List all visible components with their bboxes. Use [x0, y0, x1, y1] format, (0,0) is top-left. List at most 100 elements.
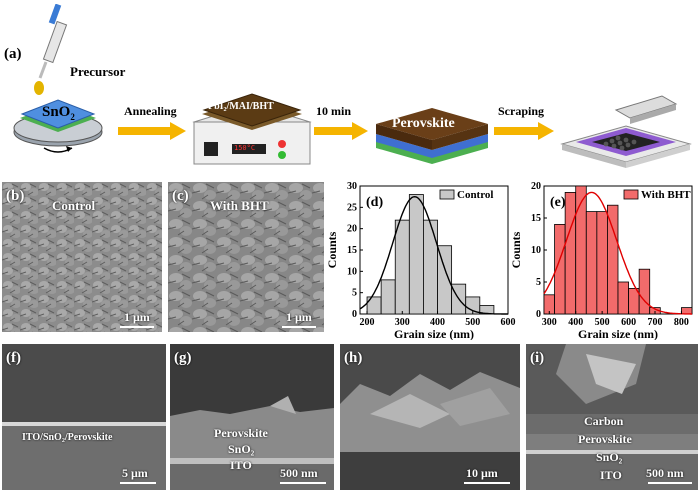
x-tick-label: 600 [501, 317, 516, 328]
layer-label-stack: ITO/SnO₂/Perovskite [22, 432, 113, 443]
panel-label: (e) [550, 195, 566, 210]
legend-label: With BHT [641, 189, 691, 201]
panel-label-g: (g) [174, 350, 192, 366]
histogram-bar [437, 245, 453, 315]
histogram-bar [585, 211, 598, 315]
legend-swatch [623, 189, 639, 200]
scale-label: 10 μm [466, 466, 498, 480]
y-axis-label: Counts [510, 231, 523, 268]
layer-label-sno2: SnO₂ [596, 450, 623, 464]
histogram-control: 200 300 400 500 600 0 5 10 15 20 25 30 Grain size (n… [326, 181, 516, 340]
panel-label: (d) [366, 195, 383, 210]
histogram-bar [408, 194, 424, 315]
y-tick-label: 20 [531, 181, 541, 192]
sem-cross-g: (g) Perovskite SnO₂ ITO 500 nm [170, 344, 334, 490]
y-tick-label: 30 [347, 181, 357, 192]
pipette-icon [34, 4, 68, 95]
x-axis-label: Grain size (nm) [578, 327, 658, 340]
legend-swatch [439, 189, 455, 200]
scale-bar [282, 326, 316, 328]
sem-cross-f: (f) ITO/SnO₂/Perovskite 5 μm [2, 344, 166, 490]
histogram-bar [607, 204, 619, 315]
histogram-bar [617, 281, 629, 315]
scale-bar [280, 482, 326, 484]
x-axis-label: Grain size (nm) [394, 327, 474, 340]
scale-label: 1 μm [286, 310, 312, 324]
step-annealing-label: Annealing [124, 104, 177, 118]
histogram-bar [394, 219, 410, 315]
scale-label: 500 nm [646, 466, 684, 480]
scale-bar [648, 482, 692, 484]
x-tick-label: 600 [621, 317, 636, 328]
histogram-bht: 300 400 500 600 700 800 0 5 10 15 20 Grain size (nm… [510, 181, 693, 340]
arrow-10min-icon [314, 122, 368, 140]
layer-label-sno2: SnO₂ [228, 442, 255, 456]
scraped-device-icon [560, 95, 692, 168]
step-10min-label: 10 min [316, 104, 352, 118]
fit-curve [543, 191, 692, 315]
substrate-label: SnO2 [42, 104, 75, 122]
panel-label-h: (h) [344, 350, 363, 366]
fit-curve [359, 195, 508, 315]
precursor-label: Precursor [70, 64, 126, 79]
y-tick-label: 0 [352, 309, 357, 320]
y-tick-label: 0 [536, 309, 541, 320]
y-tick-label: 10 [347, 266, 357, 277]
x-tick-label: 500 [465, 317, 480, 328]
y-tick-label: 15 [531, 213, 541, 224]
scale-bar [120, 482, 156, 484]
legend-label: Control [457, 189, 493, 201]
x-tick-label: 500 [595, 317, 610, 328]
histogram-bar [564, 191, 577, 315]
y-tick-label: 5 [536, 277, 541, 288]
y-tick-label: 10 [531, 245, 541, 256]
layer-label-ito: ITO [230, 458, 252, 472]
sem-cross-h: (h) 10 μm [340, 344, 520, 490]
histogram-bar [575, 185, 587, 315]
panel-label-b: (b) [6, 188, 25, 204]
sem-cross-g-image [170, 344, 334, 490]
perovskite-label: Perovskite [392, 116, 455, 131]
layer-label-ito: ITO [600, 468, 622, 482]
layer-label-perovskite: Perovskite [578, 432, 632, 446]
x-tick-label: 700 [648, 317, 663, 328]
sem-top-control-image [2, 182, 162, 332]
hotplate-display: 150°C [234, 144, 256, 152]
perovskite-stack-icon [376, 108, 488, 164]
panel-label-i: (i) [530, 350, 545, 366]
y-tick-label: 5 [352, 288, 357, 299]
sem-cross-i-image [526, 344, 698, 490]
scale-label: 5 μm [122, 466, 148, 480]
sem-top-bht-image [168, 182, 324, 332]
hotplate-icon [192, 93, 312, 165]
x-tick-label: 400 [568, 317, 583, 328]
layer-label-perovskite: Perovskite [214, 426, 268, 440]
scale-bar [120, 326, 154, 328]
spin-coater-icon [13, 99, 103, 153]
precursor-drop-icon [34, 81, 44, 95]
panel-label-f: (f) [6, 350, 21, 366]
histogram-bar [638, 268, 651, 315]
hotplate-film-label: PbI₂/MAI/BHT [208, 101, 274, 112]
arrow-scraping-icon [494, 122, 554, 140]
sem-top-control: (b) Control 1 μm [2, 182, 162, 332]
scale-label: 500 nm [280, 466, 318, 480]
y-tick-label: 25 [347, 202, 357, 213]
x-tick-label: 800 [674, 317, 689, 328]
step-scraping-label: Scraping [498, 104, 545, 118]
sem-cross-h-image [340, 344, 520, 490]
histogram-bar [380, 279, 396, 315]
histogram-bar [596, 211, 608, 315]
x-tick-label: 300 [542, 317, 557, 328]
sem-top-bht: (c) With BHT 1 μm [168, 182, 324, 332]
panel-label-c: (c) [172, 188, 189, 204]
y-tick-label: 15 [347, 245, 357, 256]
sem-cross-i: (i) Carbon Perovskite SnO₂ ITO 500 nm [526, 344, 698, 490]
scale-bar [464, 482, 510, 484]
histogram-bar [681, 307, 693, 315]
rotation-arrow-icon [66, 146, 72, 152]
x-tick-label: 400 [430, 317, 445, 328]
panel-label-a: (a) [4, 46, 22, 62]
layer-label-carbon: Carbon [584, 414, 624, 428]
sem-cross-f-image [2, 344, 166, 490]
